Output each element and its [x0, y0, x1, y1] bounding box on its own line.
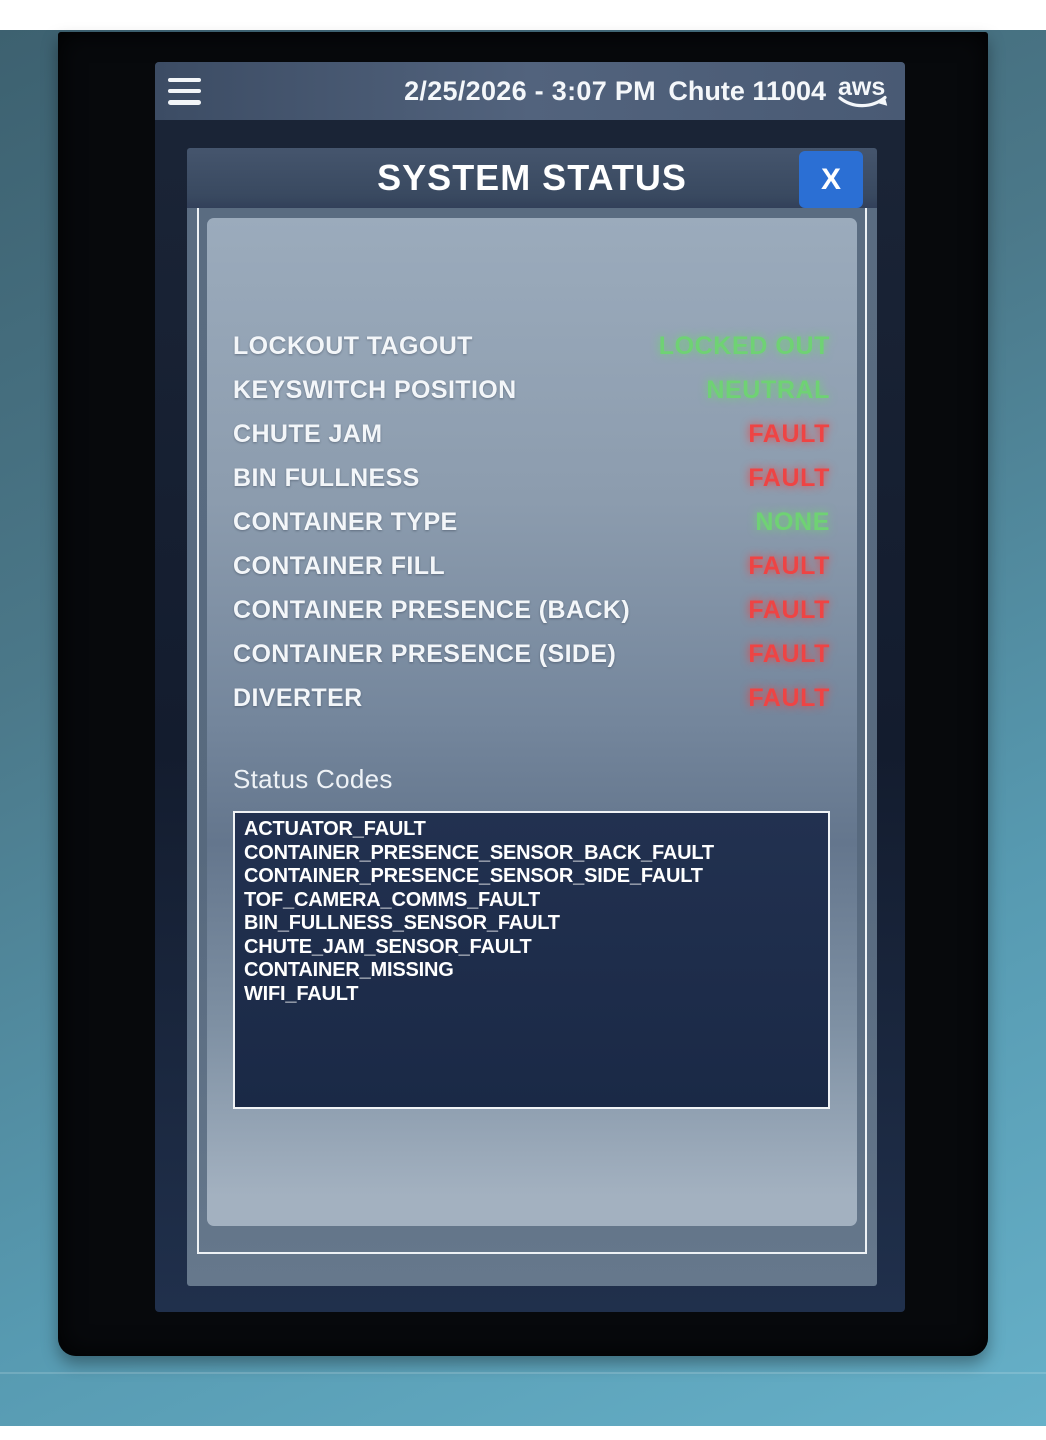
status-code: CHUTE_JAM_SENSOR_FAULT — [244, 935, 532, 958]
status-value: FAULT — [748, 639, 830, 668]
status-code: CONTAINER_PRESENCE_SENSOR_SIDE_FAULT — [244, 865, 703, 887]
chute-id-label: Chute 11004 — [668, 75, 826, 106]
status-value: FAULT — [748, 419, 830, 448]
status-codes-title: Status Codes — [233, 764, 393, 794]
touchscreen: 2/25/2026 - 3:07 PM Chute 11004 aws SYST… — [155, 62, 905, 1312]
system-status-dialog: SYSTEM STATUS X LOCKOUT TAGOUT LOCKED OUT… — [187, 148, 877, 1286]
status-label: CONTAINER PRESENCE (BACK) — [233, 595, 631, 624]
status-codes-box: ACTUATOR_FAULT CONTAINER_PRESENCE_SENSOR_… — [233, 811, 830, 1109]
status-label: CONTAINER FILL — [233, 551, 446, 580]
status-code: TOF_CAMERA_COMMS_FAULT — [244, 888, 540, 911]
status-label: CHUTE JAM — [233, 419, 383, 448]
status-label: CONTAINER PRESENCE (SIDE) — [233, 639, 617, 668]
status-label: LOCKOUT TAGOUT — [233, 331, 473, 360]
status-row: LOCKOUT TAGOUT LOCKED OUT — [233, 324, 830, 368]
status-value: FAULT — [748, 683, 830, 712]
status-label: CONTAINER TYPE — [233, 507, 458, 536]
status-value: NEUTRAL — [706, 375, 830, 404]
aws-logo-text: aws — [838, 73, 885, 101]
status-bar: 2/25/2026 - 3:07 PM Chute 11004 aws — [155, 62, 905, 120]
status-label: KEYSWITCH POSITION — [233, 375, 517, 404]
aws-logo-icon: aws — [838, 73, 888, 108]
status-row: CONTAINER PRESENCE (SIDE) FAULT — [233, 632, 830, 676]
device-frame: 2/25/2026 - 3:07 PM Chute 11004 aws SYST… — [0, 30, 1046, 1426]
status-row: CONTAINER PRESENCE (BACK) FAULT — [233, 588, 830, 632]
dialog-header: SYSTEM STATUS X — [187, 148, 877, 208]
status-code: WIFI_FAULT — [244, 982, 359, 1005]
dialog-body: LOCKOUT TAGOUT LOCKED OUT KEYSWITCH POSITI… — [187, 208, 877, 1286]
close-button[interactable]: X — [799, 151, 863, 208]
status-value: FAULT — [748, 595, 830, 624]
status-value: LOCKED OUT — [658, 331, 830, 360]
status-row: BIN FULLNESS FAULT — [233, 456, 830, 500]
status-row: KEYSWITCH POSITION NEUTRAL — [233, 368, 830, 412]
status-row: CONTAINER FILL FAULT — [233, 544, 830, 588]
dialog-title: SYSTEM STATUS — [377, 157, 687, 198]
status-row: CHUTE JAM FAULT — [233, 412, 830, 456]
status-code: CONTAINER_MISSING — [244, 959, 454, 981]
status-code: ACTUATOR_FAULT — [244, 818, 426, 840]
status-row: CONTAINER TYPE NONE — [233, 500, 830, 544]
status-code: BIN_FULLNESS_SENSOR_FAULT — [244, 912, 560, 934]
status-value: NONE — [755, 507, 830, 536]
status-list: LOCKOUT TAGOUT LOCKED OUT KEYSWITCH POSITI… — [233, 324, 830, 720]
datetime-label: 2/25/2026 - 3:07 PM — [404, 75, 656, 106]
content-outline: LOCKOUT TAGOUT LOCKED OUT KEYSWITCH POSITI… — [197, 208, 867, 1254]
status-label: BIN FULLNESS — [233, 463, 420, 492]
screen-bezel: 2/25/2026 - 3:07 PM Chute 11004 aws SYST… — [58, 32, 988, 1356]
status-panel: LOCKOUT TAGOUT LOCKED OUT KEYSWITCH POSITI… — [207, 218, 857, 1226]
status-value: FAULT — [748, 463, 830, 492]
status-label: DIVERTER — [233, 683, 363, 712]
appbar-right-group: Chute 11004 aws — [668, 72, 905, 110]
status-code: CONTAINER_PRESENCE_SENSOR_BACK_FAULT — [244, 841, 714, 864]
status-row: DIVERTER FAULT — [233, 676, 830, 720]
status-value: FAULT — [748, 551, 830, 580]
hamburger-menu-icon[interactable] — [168, 77, 201, 105]
